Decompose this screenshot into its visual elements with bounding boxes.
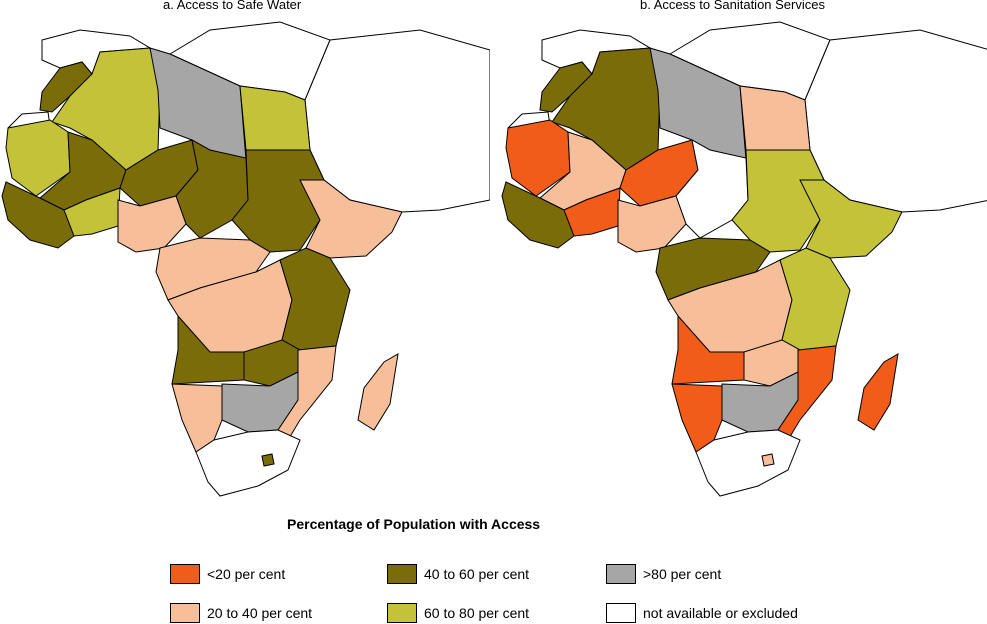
map-a-title: a. Access to Safe Water [163,0,302,12]
region-chad [675,139,749,239]
outside-region [804,29,987,213]
region-mauritania [5,119,71,197]
region-madagascar [357,353,399,431]
legend-title: Percentage of Population with Access [287,516,541,532]
region-madagascar [857,353,899,431]
region-sudan [231,149,325,253]
region-west-coast [501,181,575,249]
legend-label: not available or excluded [643,605,798,621]
region-lesotho [261,453,275,467]
region-ethiopia [799,179,903,259]
region-nigeria [117,195,187,253]
legend-swatch [387,603,417,623]
region-ethiopia [299,179,403,259]
legend-item-gt80: >80 per cent [606,563,721,585]
legend-swatch [387,564,417,584]
legend-swatch [606,564,636,584]
map-safe-water [1,21,490,497]
region-west-coast [1,181,75,249]
legend-label: 40 to 60 per cent [424,566,530,582]
region-mauritania [505,119,571,197]
legend-item-20-40: 20 to 40 per cent [170,602,312,624]
legend-item-lt20: <20 per cent [170,563,285,585]
legend-item-40-60: 40 to 60 per cent [387,563,529,585]
legend-label: >80 per cent [643,566,722,582]
outside-region [304,29,490,213]
legend-swatch [606,603,636,623]
region-sudan [731,149,825,253]
legend-item-na: not available or excluded [606,602,798,624]
legend-swatch [170,603,200,623]
region-nigeria [617,195,687,253]
region-south-africa [195,429,301,497]
region-lesotho [761,453,775,467]
region-egypt [739,85,811,151]
region-chad [175,139,249,239]
region-south-africa [695,429,801,497]
legend-label: 20 to 40 per cent [207,605,313,621]
region-egypt [239,85,311,151]
legend-item-60-80: 60 to 80 per cent [387,602,529,624]
legend-label: 60 to 80 per cent [424,605,530,621]
map-b-title: b. Access to Sanitation Services [640,0,825,12]
legend-swatch [170,564,200,584]
map-sanitation [501,21,987,497]
legend-label: <20 per cent [207,566,286,582]
